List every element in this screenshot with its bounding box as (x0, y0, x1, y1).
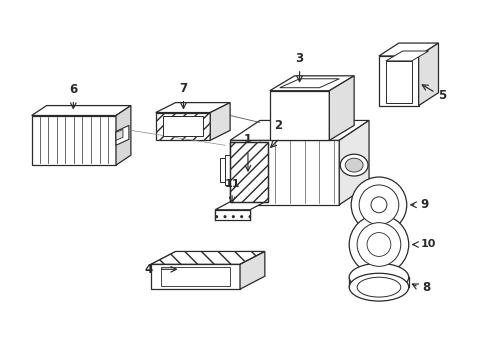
Text: 11: 11 (224, 179, 240, 189)
Text: 1: 1 (244, 133, 252, 146)
Text: 4: 4 (145, 263, 153, 276)
Circle shape (351, 177, 407, 233)
Text: 9: 9 (420, 198, 429, 211)
Polygon shape (225, 155, 230, 185)
Polygon shape (270, 76, 354, 91)
Polygon shape (116, 125, 129, 145)
Polygon shape (339, 121, 369, 205)
Circle shape (367, 233, 391, 256)
Text: 10: 10 (420, 239, 436, 249)
Polygon shape (116, 105, 131, 165)
Polygon shape (151, 251, 265, 264)
Text: 5: 5 (439, 89, 447, 102)
Polygon shape (240, 251, 265, 289)
Polygon shape (215, 210, 250, 220)
Polygon shape (116, 129, 123, 140)
Polygon shape (418, 43, 439, 105)
Polygon shape (215, 202, 265, 210)
Polygon shape (230, 121, 369, 140)
Text: 6: 6 (69, 83, 77, 96)
Polygon shape (156, 103, 230, 113)
Circle shape (349, 215, 409, 274)
Text: 3: 3 (295, 52, 304, 65)
Polygon shape (151, 264, 240, 289)
Ellipse shape (345, 158, 363, 172)
Polygon shape (32, 116, 116, 165)
Text: 2: 2 (274, 120, 282, 132)
Polygon shape (230, 142, 268, 202)
Polygon shape (32, 105, 131, 116)
Polygon shape (329, 76, 354, 140)
Text: 8: 8 (422, 281, 431, 294)
Ellipse shape (349, 264, 409, 291)
Polygon shape (379, 56, 418, 105)
Polygon shape (230, 140, 339, 205)
Ellipse shape (340, 154, 368, 176)
Ellipse shape (349, 273, 409, 301)
Circle shape (359, 185, 399, 225)
Ellipse shape (357, 277, 401, 297)
Polygon shape (220, 158, 225, 182)
Polygon shape (379, 43, 439, 56)
Polygon shape (280, 79, 339, 88)
Circle shape (357, 223, 401, 266)
Polygon shape (210, 103, 230, 140)
Circle shape (371, 197, 387, 213)
Polygon shape (156, 113, 210, 140)
Polygon shape (161, 267, 230, 286)
Polygon shape (386, 61, 412, 103)
Polygon shape (163, 117, 203, 136)
Text: 7: 7 (179, 82, 188, 95)
Polygon shape (386, 51, 429, 61)
Polygon shape (270, 91, 329, 140)
